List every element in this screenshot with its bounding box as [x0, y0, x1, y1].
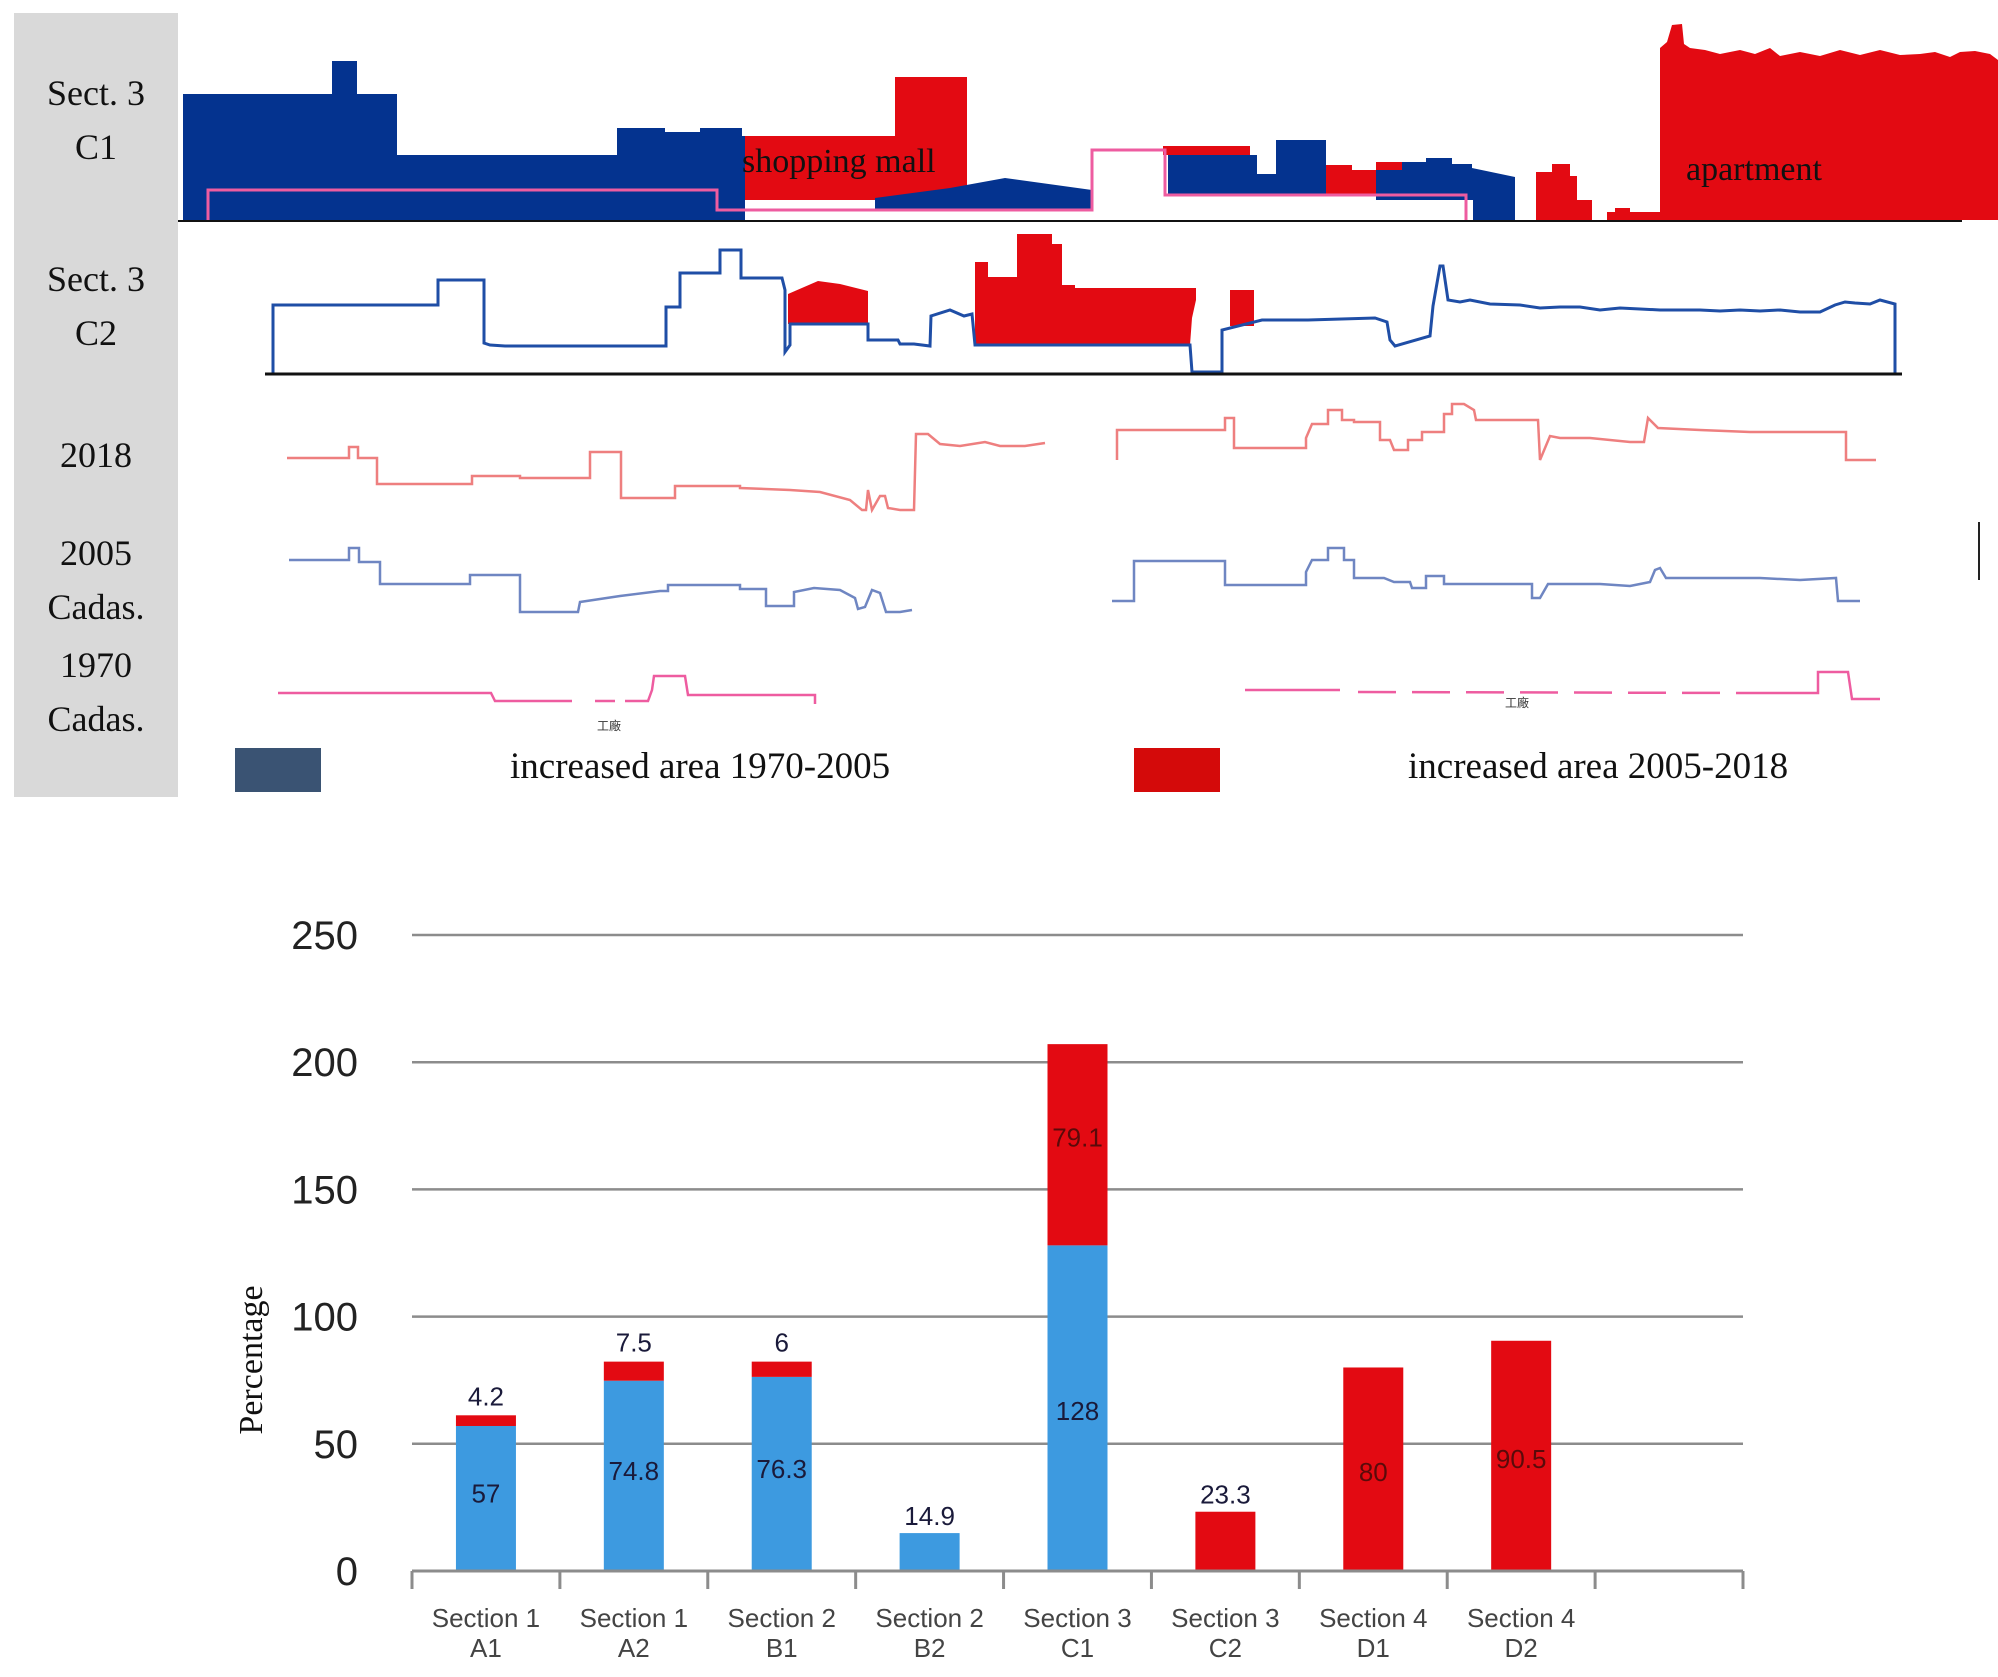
- legend-swatch-1970-2005: [235, 748, 321, 792]
- bar-red-6: [1343, 1367, 1404, 1571]
- label-shopping-mall: shopping mall: [742, 143, 936, 180]
- x-tick-label-line1-1: Section 1: [580, 1603, 688, 1633]
- bar-red-0: [455, 1415, 516, 1426]
- data-label-blue-0: 57: [471, 1478, 500, 1508]
- data-label-red-2: 6: [774, 1328, 788, 1358]
- row-label-1970-cadastral: 1970 Cadas.: [47, 645, 145, 739]
- chart-bars: [455, 1044, 1552, 1571]
- data-label-red-6: 80: [1359, 1457, 1388, 1487]
- bar-blue-1: [603, 1380, 664, 1571]
- c1-red-block-low: [1607, 208, 1660, 220]
- c1-red-block-mall: [745, 77, 967, 200]
- legend-label-1970-2005: increased area 1970-2005: [510, 746, 891, 787]
- y-tick-label-200: 200: [291, 1041, 358, 1085]
- x-tick-label-line2-1: A2: [618, 1633, 650, 1663]
- c2-red-block-left: [788, 281, 868, 324]
- c2-red-block-center: [975, 234, 1196, 345]
- label-apartment: apartment: [1686, 151, 1822, 188]
- c2-red-block-small: [1230, 290, 1254, 326]
- outline-2018-left: [287, 432, 1046, 514]
- bar-blue-3: [899, 1533, 960, 1571]
- outline-1970-left-a: [278, 691, 572, 703]
- bar-red-7: [1491, 1340, 1552, 1571]
- bar-blue-4: [1047, 1245, 1108, 1571]
- bar-red-5: [1195, 1511, 1256, 1571]
- x-tick-label-line2-6: D1: [1357, 1633, 1390, 1663]
- y-tick-label-250: 250: [291, 914, 358, 958]
- row-label-sect3-c1: Sect. 3 C1: [47, 73, 145, 167]
- y-tick-label-0: 0: [336, 1550, 358, 1594]
- x-tick-label-line2-5: C2: [1209, 1633, 1242, 1663]
- outline-2005-right: [1112, 546, 1860, 603]
- bar-red-1: [603, 1361, 664, 1381]
- chart-data-labels: 57 4.2 74.8 7.5 76.3 6 14.9 128 79.1 23.3 80 90.5: [468, 1123, 1547, 1531]
- data-label-red-0: 4.2: [468, 1381, 504, 1411]
- data-label-blue-4: 128: [1056, 1396, 1099, 1426]
- data-label-blue-2: 76.3: [756, 1454, 807, 1484]
- bar-blue-2: [751, 1376, 812, 1571]
- x-tick-label-line2-4: C1: [1061, 1633, 1094, 1663]
- chart-x-axis: [410, 1569, 1745, 1589]
- x-tick-label-line1-2: Section 2: [728, 1603, 836, 1633]
- section-profiles-figure: shopping mall apartment 工廠 工廠: [178, 24, 1998, 733]
- data-label-red-7: 90.5: [1496, 1444, 1547, 1474]
- x-tick-label-line2-2: B1: [766, 1633, 798, 1663]
- data-label-red-1: 7.5: [616, 1328, 652, 1358]
- x-tick-label-line1-7: Section 4: [1467, 1603, 1575, 1633]
- c1-red-block-apartment: [1660, 24, 1998, 220]
- outline-1970-right-b: [1745, 670, 1880, 701]
- x-tick-label-line2-3: B2: [914, 1633, 946, 1663]
- c1-red-block-small: [1536, 164, 1592, 220]
- x-tick-label-line1-4: Section 3: [1023, 1603, 1131, 1633]
- x-tick-label-line1-5: Section 3: [1171, 1603, 1279, 1633]
- data-label-red-5: 23.3: [1200, 1480, 1251, 1510]
- profile-2005: [289, 546, 1860, 614]
- c1-blue-block-left: [183, 61, 745, 220]
- profile-1970: 工廠 工廠: [278, 670, 1880, 733]
- c2-outline: [271, 248, 1897, 374]
- c1-red-block-mid-a: [1163, 146, 1250, 155]
- data-label-red-4: 79.1: [1052, 1123, 1103, 1153]
- bar-red-4: [1047, 1044, 1108, 1246]
- profile-2018: [287, 402, 1876, 514]
- outline-1970-right-dashes: [1357, 690, 1746, 695]
- profile-sect3-c1: shopping mall apartment: [178, 24, 1998, 222]
- legend-label-2005-2018: increased area 2005-2018: [1408, 746, 1789, 787]
- outline-2005-left: [289, 546, 913, 614]
- x-tick-label-line1-3: Section 2: [875, 1603, 983, 1633]
- x-tick-label-line2-7: D2: [1505, 1633, 1538, 1663]
- row-label-2005-cadastral: 2005 Cadas.: [47, 533, 145, 627]
- outline-2018-right: [1115, 402, 1876, 462]
- stacked-bar-chart: 0 50 100 150 200 250 57 4.2 74.8 7.5 76.3 6 14.9 128…: [233, 914, 1745, 1663]
- bar-red-2: [751, 1361, 812, 1377]
- y-tick-label-50: 50: [314, 1423, 359, 1467]
- bar-blue-0: [455, 1425, 516, 1571]
- chart-y-ticks: 0 50 100 150 200 250: [291, 914, 358, 1594]
- label-factory-right: 工廠: [1505, 695, 1529, 710]
- label-factory-left: 工廠: [597, 718, 621, 733]
- x-tick-label-line1-6: Section 4: [1319, 1603, 1427, 1633]
- x-tick-label-line2-0: A1: [470, 1633, 502, 1663]
- x-tick-label-line1-0: Section 1: [432, 1603, 540, 1633]
- data-label-blue-3: 14.9: [904, 1501, 955, 1531]
- legend-swatch-2005-2018: [1134, 748, 1220, 792]
- outline-1970-left-b: [625, 674, 817, 704]
- chart-y-axis-title: Percentage: [233, 1285, 270, 1434]
- c1-blue-block-right: [1376, 158, 1515, 220]
- row-label-2018: 2018: [60, 435, 132, 475]
- row-label-sect3-c2: Sect. 3 C2: [47, 259, 145, 353]
- y-tick-label-150: 150: [291, 1168, 358, 1212]
- y-tick-label-100: 100: [291, 1296, 358, 1340]
- profile-sect3-c2: [265, 234, 1902, 376]
- c1-red-block-mid-b: [1326, 165, 1376, 195]
- row-label-column: [14, 13, 178, 797]
- c1-1970-outline-left: [206, 148, 1468, 220]
- data-label-blue-1: 74.8: [609, 1456, 660, 1486]
- c1-blue-slope: [875, 178, 1092, 210]
